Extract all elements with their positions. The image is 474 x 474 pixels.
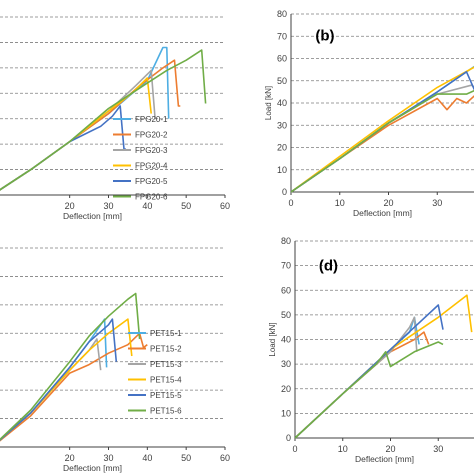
x-tick-label: 0 [288,198,293,208]
panel-label: (d) [319,258,338,275]
legend-entry: FPG20-1 [135,115,168,124]
y-tick-label: 30 [277,120,287,130]
y-tick-label: 80 [281,236,291,246]
y-tick-label: 70 [277,31,287,41]
x-tick-label: 20 [385,444,395,454]
series-group [0,46,207,191]
axes: 0 10 20 30 0 10 20 30 40 50 60 70 80 [281,236,474,454]
chart-panel-4: 0 10 20 30 0 10 20 30 40 50 60 70 80 Deflection [mm] L… [268,236,474,464]
series-group [295,294,473,439]
axes: 20 30 40 50 60 [0,194,230,211]
legend-entry: PET15-5 [150,391,182,400]
y-tick-label: 50 [281,310,291,320]
x-tick-label: 10 [338,444,348,454]
x-tick-label: 30 [103,201,113,211]
x-axis-label: Deflection [mm] [63,463,122,473]
legend-entry: FPG20-4 [135,162,168,171]
x-tick-label: 40 [142,201,152,211]
y-tick-label: 0 [286,433,291,443]
chart-panel-2: 0 10 20 30 0 10 20 30 40 50 60 70 80 Deflection [mm] L… [264,9,474,218]
y-tick-label: 0 [282,187,287,197]
x-tick-label: 20 [383,198,393,208]
x-tick-label: 50 [181,453,191,463]
panel-label: (b) [315,28,334,45]
axes: 20 30 40 50 60 [0,446,230,463]
series-line-6 [0,292,141,441]
y-tick-label: 80 [277,9,287,19]
series-group [0,292,148,442]
x-tick-label: 0 [292,444,297,454]
axes: 0 10 20 30 0 10 20 30 40 50 60 70 80 [277,9,474,208]
y-tick-label: 40 [277,98,287,108]
y-tick-label: 40 [281,335,291,345]
legend-entry: FPG20-2 [135,131,168,140]
y-axis-label: Load [kN] [268,322,277,356]
legend-entry: FPG20-3 [135,146,168,155]
gridlines [0,16,225,170]
x-axis-label: Deflection [mm] [63,211,122,221]
y-axis-label: Load [kN] [264,86,273,120]
series-line-5 [0,318,118,442]
x-tick-label: 30 [103,453,113,463]
series-line-2 [0,332,148,442]
legend-entry: PET15-1 [150,329,182,338]
legend-entry: PET15-2 [150,345,182,354]
gridlines [291,13,474,171]
legend-entry: FPG20-5 [135,177,168,186]
y-tick-label: 50 [277,76,287,86]
legend-entry: FPG20-6 [135,193,168,202]
y-tick-label: 20 [277,143,287,153]
series-line-6 [0,49,207,191]
series-line-6 [291,89,474,193]
x-tick-label: 60 [220,201,230,211]
x-tick-label: 20 [65,201,75,211]
x-tick-label: 50 [181,201,191,211]
y-tick-label: 10 [281,408,291,418]
y-tick-label: 30 [281,359,291,369]
series-line-6 [295,341,444,439]
x-tick-label: 30 [432,198,442,208]
x-tick-label: 60 [220,453,230,463]
legend: FPG20-1 FPG20-2 FPG20-3 FPG20-4 FPG20-5 FPG20… [113,115,168,202]
legend-entry: PET15-4 [150,376,182,385]
legend-entry: PET15-6 [150,407,182,416]
y-tick-label: 10 [277,165,287,175]
y-tick-label: 60 [277,54,287,64]
y-tick-label: 20 [281,384,291,394]
x-tick-label: 10 [335,198,345,208]
x-axis-label: Deflection [mm] [355,454,414,464]
x-tick-label: 20 [65,453,75,463]
legend-entry: PET15-3 [150,360,182,369]
y-tick-label: 60 [281,285,291,295]
y-tick-label: 70 [281,261,291,271]
gridlines [0,247,225,419]
x-axis-label: Deflection [mm] [353,208,412,218]
x-tick-label: 30 [433,444,443,454]
x-tick-label: 40 [142,453,152,463]
series-line-4 [291,66,474,193]
legend: PET15-1 PET15-2 PET15-3 PET15-4 PET15-5 PET15… [128,329,182,416]
series-group [291,65,474,193]
